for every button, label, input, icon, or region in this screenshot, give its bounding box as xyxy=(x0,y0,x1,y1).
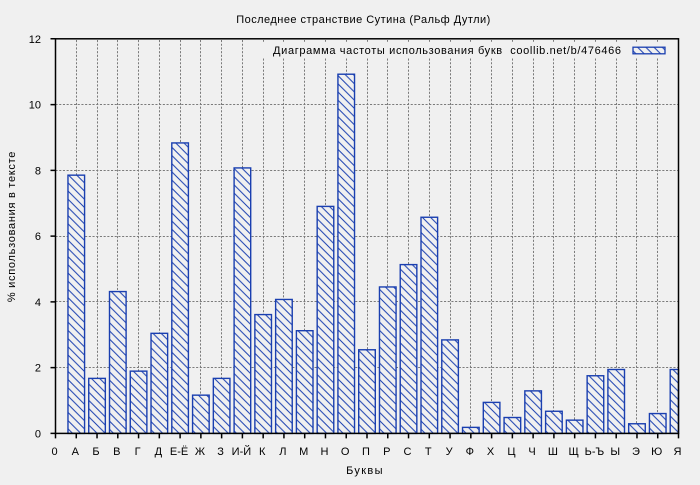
svg-text:Я: Я xyxy=(674,446,682,458)
svg-text:К: К xyxy=(259,446,266,458)
svg-text:Д: Д xyxy=(155,446,163,458)
svg-text:Последнее странствие Сутина (Р: Последнее странствие Сутина (Ральф Дутли… xyxy=(236,14,491,26)
svg-text:Ч: Ч xyxy=(528,446,535,458)
svg-text:В: В xyxy=(113,446,120,458)
svg-text:Т: Т xyxy=(425,446,432,458)
svg-text:Ю: Ю xyxy=(651,446,662,458)
svg-text:Буквы: Буквы xyxy=(346,465,384,477)
svg-text:10: 10 xyxy=(29,100,41,112)
svg-text:8: 8 xyxy=(35,165,41,177)
svg-text:Ф: Ф xyxy=(466,446,474,458)
svg-text:6: 6 xyxy=(35,231,41,243)
svg-text:Ы: Ы xyxy=(610,446,620,458)
svg-text:Х: Х xyxy=(487,446,495,458)
svg-text:П: П xyxy=(362,446,370,458)
svg-text:У: У xyxy=(446,446,454,458)
svg-text:12: 12 xyxy=(29,34,41,46)
svg-text:Н: Н xyxy=(321,446,329,458)
svg-text:Б: Б xyxy=(92,446,99,458)
svg-text:Г: Г xyxy=(135,446,141,458)
svg-text:Ц: Ц xyxy=(507,446,515,458)
svg-text:Э: Э xyxy=(632,446,640,458)
svg-text:Л: Л xyxy=(279,446,286,458)
svg-text:З: З xyxy=(217,446,224,458)
svg-text:Диаграмма частоты использовани: Диаграмма частоты использования букв coo… xyxy=(273,45,622,57)
svg-text:М: М xyxy=(299,446,308,458)
svg-text:4: 4 xyxy=(35,297,41,309)
svg-text:0: 0 xyxy=(35,428,41,440)
svg-text:Е-Ё: Е-Ё xyxy=(170,446,188,458)
svg-text:Р: Р xyxy=(383,446,390,458)
svg-text:Ь-Ъ: Ь-Ъ xyxy=(585,446,605,458)
svg-text:Ш: Ш xyxy=(548,446,558,458)
svg-text:О: О xyxy=(341,446,350,458)
svg-text:Ж: Ж xyxy=(195,446,205,458)
svg-text:С: С xyxy=(404,446,412,458)
svg-text:А: А xyxy=(72,446,80,458)
svg-text:И-Й: И-Й xyxy=(232,445,251,458)
svg-text:0: 0 xyxy=(51,446,57,458)
svg-text:% использования в тексте: % использования в тексте xyxy=(6,151,18,302)
svg-text:2: 2 xyxy=(35,363,41,375)
svg-text:Щ: Щ xyxy=(569,446,579,458)
